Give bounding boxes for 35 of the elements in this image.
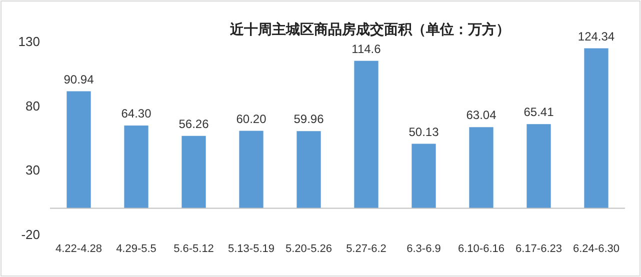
bar xyxy=(124,126,148,208)
data-label: 64.30 xyxy=(121,106,152,121)
data-label: 114.6 xyxy=(352,42,382,56)
data-label: 50.13 xyxy=(408,124,440,139)
x-tick-label: 5.20-5.26 xyxy=(286,243,332,255)
bar xyxy=(239,130,264,208)
bar xyxy=(354,60,378,208)
y-tick-label: 80 xyxy=(26,98,40,114)
data-label: 65.41 xyxy=(524,105,554,120)
bar xyxy=(526,124,551,208)
x-tick-label: 5.6-5.12 xyxy=(174,243,214,255)
x-tick-label: 6.3-6.9 xyxy=(406,243,441,255)
bar xyxy=(584,48,608,208)
y-tick-label: -20 xyxy=(21,227,40,242)
y-tick-label: 130 xyxy=(18,34,40,49)
data-label: 59.96 xyxy=(294,112,324,126)
x-tick-label: 6.17-6.23 xyxy=(516,243,562,255)
chart-title: 近十周主城区商品房成交面积（单位：万方） xyxy=(229,21,510,37)
data-label: 56.26 xyxy=(178,116,210,131)
x-tick-label: 5.27-6.2 xyxy=(346,243,386,255)
data-label: 60.20 xyxy=(236,112,267,126)
x-tick-label: 6.24-6.30 xyxy=(573,243,620,255)
bar xyxy=(182,136,206,208)
bar xyxy=(66,91,91,208)
bar xyxy=(469,127,494,208)
data-label: 63.04 xyxy=(466,108,497,122)
x-tick-label: 4.22-4.28 xyxy=(56,243,102,255)
bar xyxy=(412,144,436,208)
bar xyxy=(296,131,321,208)
data-label: 124.34 xyxy=(578,29,615,44)
x-tick-label: 5.13-5.19 xyxy=(228,243,274,255)
x-tick-label: 4.29-5.5 xyxy=(116,243,156,255)
y-tick-label: 30 xyxy=(26,162,40,178)
data-label: 90.94 xyxy=(64,72,94,86)
x-tick-label: 6.10-6.16 xyxy=(458,243,504,255)
